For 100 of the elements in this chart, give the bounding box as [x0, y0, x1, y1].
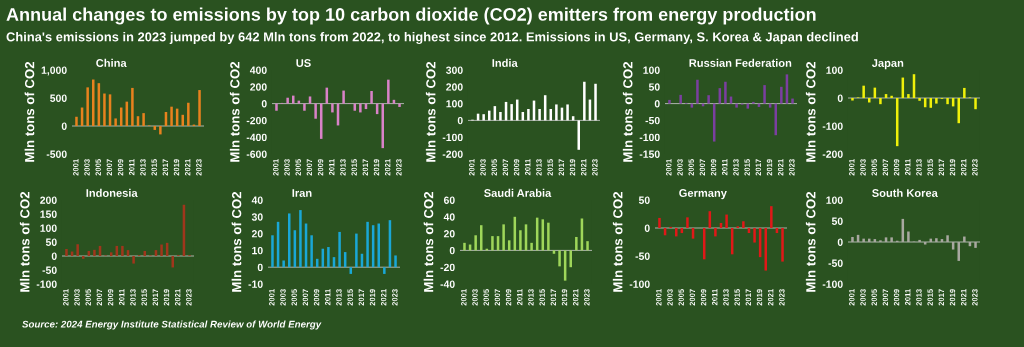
bar — [770, 206, 773, 228]
y-tick-label: 0 — [51, 252, 57, 260]
bar — [679, 94, 682, 104]
y-tick-label: -50 — [645, 116, 660, 125]
bar — [957, 242, 960, 261]
y-tick-label: -200 — [246, 116, 267, 125]
bar — [271, 235, 274, 268]
bar — [502, 224, 505, 251]
y-tick-label: -200 — [822, 150, 843, 158]
chart-title: Iran — [292, 189, 312, 197]
y-tick-label: 0 — [257, 263, 263, 272]
bar — [725, 214, 728, 228]
bar — [142, 113, 145, 126]
bar — [851, 236, 854, 242]
y-tick-label: 0 — [261, 100, 267, 108]
bar — [538, 108, 541, 121]
y-tick-label: -500 — [46, 150, 67, 158]
bar — [394, 255, 397, 268]
bar — [763, 85, 766, 104]
bar — [890, 95, 893, 98]
bar — [159, 126, 162, 135]
chart-title: Saudi Arabia — [484, 188, 552, 197]
bar — [923, 242, 927, 245]
bar — [355, 233, 358, 268]
y-tick-label: -20 — [440, 263, 455, 272]
y-tick-label: 20 — [443, 230, 455, 238]
y-axis-title: Mln tons of CO2 — [24, 61, 35, 162]
y-tick-label: -100 — [639, 133, 660, 142]
bar — [170, 106, 173, 126]
bar — [753, 228, 756, 243]
y-axis-title: Mln tons of CO2 — [805, 61, 816, 162]
chart-title: Russian Federation — [689, 58, 792, 67]
bar — [527, 108, 530, 121]
bar — [299, 210, 302, 268]
bar — [342, 90, 345, 104]
bar — [974, 242, 977, 248]
bar — [918, 239, 921, 242]
y-tick-label: 0 — [61, 122, 67, 130]
y-tick-label: -150 — [639, 150, 660, 158]
y-axis-title: Mln tons of CO2 — [229, 61, 240, 162]
y-tick-label: 40 — [251, 196, 263, 204]
bar — [764, 228, 767, 271]
y-tick-label: 50 — [831, 217, 843, 225]
text: Annual changes to emissions by top 10 carbon dioxide (CO2) emitters from energy production — [6, 7, 816, 25]
bar — [781, 228, 784, 262]
bar — [707, 95, 710, 104]
y-tick-label: 20 — [251, 230, 263, 238]
bar — [383, 267, 386, 274]
y-axis-title: Mln tons of CO2 — [425, 61, 436, 162]
bar — [387, 79, 390, 104]
chart-title: China — [96, 58, 127, 67]
bar — [935, 98, 938, 104]
bar — [558, 250, 561, 267]
chart-title: South Korea — [872, 188, 938, 197]
y-tick-label: 100 — [643, 66, 660, 74]
bar — [907, 231, 910, 242]
bar — [171, 256, 174, 268]
bar — [482, 114, 485, 121]
bar — [499, 112, 502, 121]
chart-title: Indonesia — [86, 188, 138, 197]
y-tick-label: 0 — [644, 224, 650, 232]
bar — [742, 221, 745, 228]
bar — [862, 238, 865, 242]
y-tick-label: -50 — [42, 266, 57, 274]
y-tick-label: 500 — [50, 94, 67, 102]
bar — [303, 103, 306, 111]
y-tick-label: 50 — [638, 196, 650, 204]
bar — [370, 91, 373, 104]
chart-title: India — [492, 58, 518, 67]
y-tick-label: 200 — [446, 83, 463, 91]
y-tick-label: 400 — [249, 66, 267, 74]
bar — [463, 242, 466, 251]
y-axis-title: Mln tons of CO2 — [231, 191, 242, 292]
bar — [658, 217, 661, 228]
y-tick-label: -400 — [246, 133, 267, 142]
bar — [957, 98, 960, 124]
bar — [480, 225, 483, 251]
bar — [918, 98, 921, 101]
bar — [868, 238, 871, 242]
bar — [675, 228, 678, 237]
y-axis-title: Mln tons of CO2 — [612, 191, 623, 292]
bar — [594, 83, 597, 121]
y-tick-label: 60 — [443, 196, 455, 204]
bar — [75, 116, 78, 126]
bar — [555, 104, 558, 121]
y-tick-label: -10 — [248, 280, 263, 288]
bar — [82, 256, 85, 259]
y-tick-label: 0 — [457, 116, 463, 125]
bar — [862, 85, 865, 98]
bar — [327, 247, 330, 268]
bar — [577, 120, 580, 150]
bar — [586, 241, 589, 251]
bar — [288, 213, 291, 268]
bar — [314, 103, 317, 119]
bar — [552, 250, 556, 254]
bar — [569, 250, 572, 268]
bar — [890, 237, 893, 242]
bar — [377, 223, 380, 268]
bar — [575, 236, 578, 251]
y-tick-label: 200 — [40, 196, 57, 204]
